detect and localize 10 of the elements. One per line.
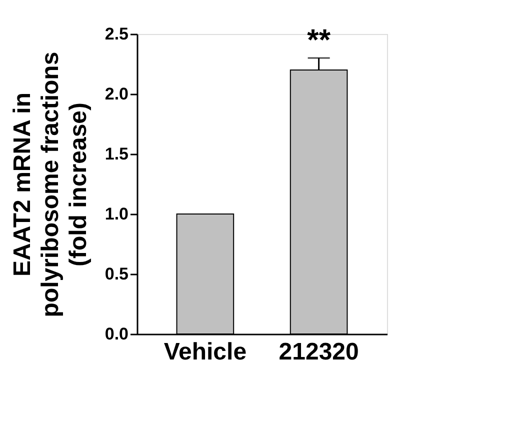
y-tick-label: 2.5 xyxy=(104,24,128,44)
y-axis-title: EAAT2 mRNA in polyribosome fractions (fold increase) xyxy=(8,52,92,318)
y-tick-label: 0.0 xyxy=(104,324,128,344)
x-tick-label: 212320 xyxy=(278,338,359,366)
annotation: ** xyxy=(307,24,331,57)
y-tick-label: 2.0 xyxy=(104,84,128,104)
x-tick-label: Vehicle xyxy=(164,338,247,366)
y-tick-label: 1.5 xyxy=(104,144,128,164)
y-tick-label: 1.0 xyxy=(104,204,128,224)
y-tick-label: 0.5 xyxy=(104,264,128,284)
